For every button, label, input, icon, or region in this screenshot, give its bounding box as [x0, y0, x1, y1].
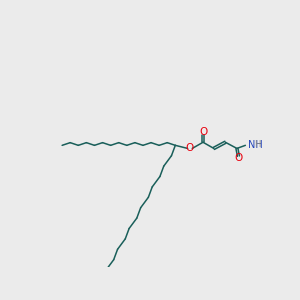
- Text: O: O: [234, 153, 243, 164]
- Text: O: O: [186, 143, 194, 153]
- Text: NH: NH: [248, 140, 262, 150]
- Text: O: O: [199, 127, 207, 137]
- Text: H: H: [255, 140, 261, 149]
